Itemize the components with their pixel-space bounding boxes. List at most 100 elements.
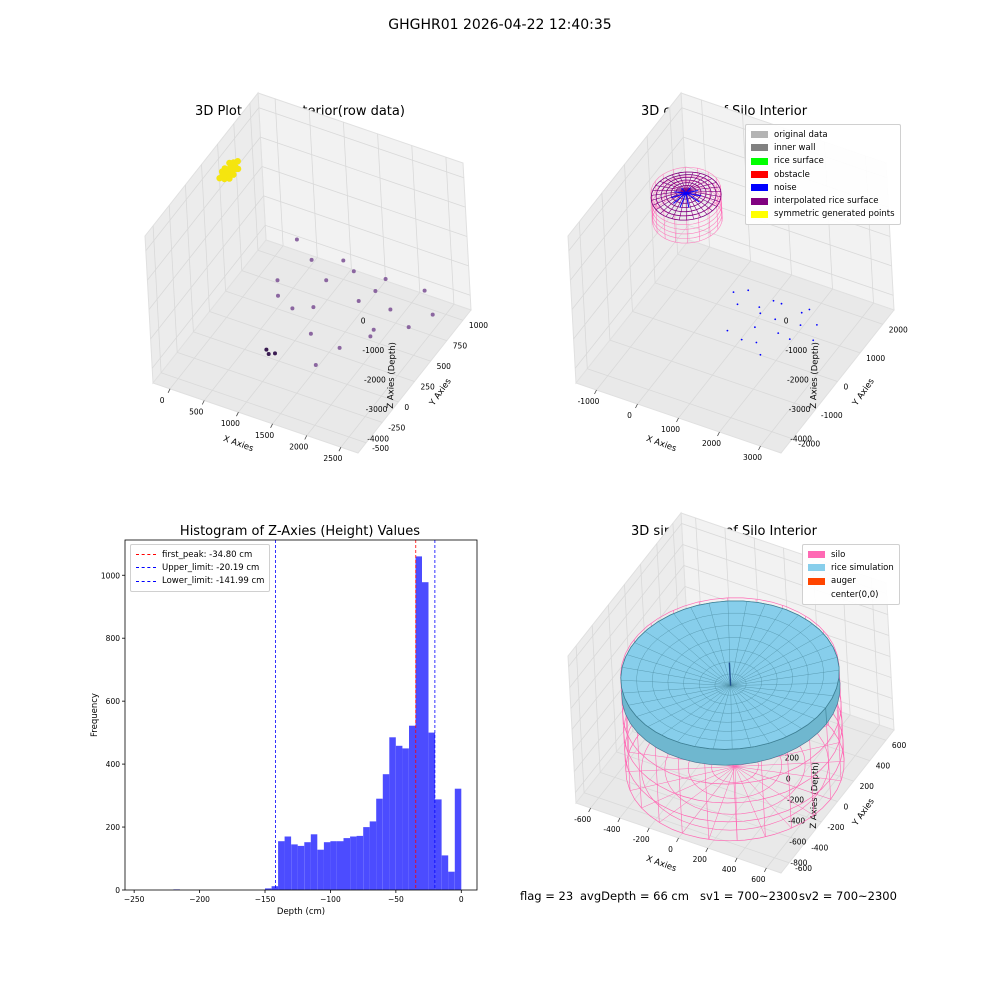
p2-x-tick: [758, 445, 761, 451]
p2-rice-surface: [685, 190, 717, 207]
p2-z-tick-label: -4000: [790, 434, 812, 443]
p1-point: [337, 345, 342, 350]
p1-y-grid: [241, 270, 447, 341]
p4-rice-mesh: [626, 654, 731, 686]
p1-point: [406, 325, 411, 330]
histogram-bar: [304, 842, 311, 890]
panel3-title: Histogram of Z-Axies (Height) Values: [179, 524, 421, 539]
p4-rice-mesh: [730, 685, 816, 720]
p2-noise-point: [774, 318, 777, 321]
p4-rice-mesh: [730, 633, 824, 686]
simulation-legend: silo rice simulation auger center(0,0): [802, 544, 900, 606]
histogram-bar: [363, 827, 370, 890]
p2-rice-surface: [651, 190, 686, 196]
p2-noise-point: [799, 324, 802, 326]
p4-silo-floor-spoke: [641, 766, 736, 809]
histogram-bar: [291, 844, 298, 890]
p4-silo-floor-spoke: [625, 766, 736, 772]
p2-y-grid: [609, 339, 816, 411]
p4-rice-mesh: [677, 685, 731, 743]
p2-noise-point: [740, 338, 743, 341]
histogram-bar: [343, 838, 350, 890]
p1-x-tick: [201, 400, 205, 405]
p1-point: [368, 334, 373, 339]
p1-point: [266, 352, 271, 356]
p1-point: [234, 165, 242, 173]
histogram-bar: [448, 871, 455, 890]
p2-y-grid: [654, 282, 861, 354]
p1-point: [373, 289, 378, 293]
histogram-bar: [435, 799, 442, 890]
p1-x-tick: [167, 388, 171, 394]
p1-z-tick-label: -2000: [364, 376, 386, 385]
p4-silo-floor-spoke: [734, 766, 814, 816]
p1-y-tick-label: 0: [404, 403, 409, 412]
p2-y-grid: [587, 368, 793, 440]
p1-point: [313, 363, 318, 367]
legend-entry: original data: [751, 128, 895, 141]
p4-rice-mesh: [730, 669, 840, 686]
classify-legend: original data inner wall rice surface obsta…: [745, 124, 901, 226]
p4-silo-floor-spoke: [682, 766, 736, 834]
p1-x-tick: [304, 435, 308, 440]
histogram-bar: [330, 841, 337, 890]
p4-rice-mesh: [628, 685, 731, 706]
p2-noise-point: [754, 326, 756, 329]
histogram-y-tick-label: 1000: [101, 571, 120, 580]
p1-point: [341, 258, 346, 263]
histogram-bar: [350, 836, 357, 890]
p2-noise-point: [732, 291, 735, 293]
p4-rice-mesh: [673, 613, 731, 686]
legend-swatch: [808, 577, 825, 585]
p2-noise-cluster: [679, 192, 687, 208]
p1-point: [388, 307, 393, 312]
p2-noise-cluster: [681, 187, 687, 194]
legend-label: silo: [831, 549, 846, 560]
p1-x-tick: [338, 446, 342, 452]
p1-point: [294, 237, 299, 242]
p4-rice-mesh: [730, 623, 813, 686]
histogram-bar: [271, 886, 279, 890]
p1-x-tick-label: 2000: [289, 443, 308, 452]
p1-y-grid: [257, 249, 464, 321]
legend-label: auger: [831, 576, 856, 587]
histogram-y-tick-label: 200: [106, 823, 121, 832]
footer-avg-depth: avgDepth = 66 cm: [580, 889, 689, 903]
p4-z-tick-label: -200: [787, 796, 804, 805]
p2-noise-point: [816, 324, 818, 326]
p2-noise-cluster: [671, 192, 687, 199]
legend-swatch: [751, 157, 768, 165]
p1-point: [264, 347, 269, 352]
histogram-bar: [428, 732, 436, 890]
p1-x-tick-label: 1500: [255, 431, 274, 440]
p4-silo-floor-spoke: [734, 766, 831, 800]
histogram-bar: [382, 774, 390, 890]
p4-x-tick-label: -400: [603, 825, 620, 834]
p1-point: [234, 158, 241, 165]
p4-silo-floor-spoke: [734, 761, 845, 767]
p2-rice-surface: [659, 181, 687, 191]
p2-x-tick-label: 0: [627, 411, 632, 420]
p2-rice-surface: [655, 190, 687, 210]
legend-entry: obstacle: [751, 168, 895, 181]
p1-y-grid: [225, 290, 431, 362]
legend-swatch: [751, 131, 768, 139]
p2-rice-surface: [685, 190, 695, 220]
histogram-x-tick-label: −100: [320, 895, 341, 904]
p2-z-grid: [574, 224, 894, 369]
legend-label: inner wall: [774, 142, 816, 153]
legend-entry: center(0,0): [808, 588, 894, 601]
p2-x-axis-label: X Axies: [645, 434, 678, 454]
p4-z-tick-label: 200: [785, 754, 800, 763]
histogram-x-tick-label: −200: [189, 895, 210, 904]
p2-y-grid: [677, 253, 883, 325]
p1-x-tick-label: 500: [189, 408, 204, 417]
p2-x-grid: [596, 99, 710, 391]
p2-z-tick-label: 0: [784, 317, 789, 326]
p2-noise-cluster: [685, 192, 700, 203]
histogram-bar: [317, 849, 324, 890]
figure-suptitle: GHGHR01 2026-04-22 12:40:35: [388, 17, 612, 33]
p2-z-tick-label: -3000: [789, 405, 811, 414]
p1-point: [422, 288, 427, 293]
p4-silo-floor-spoke: [630, 766, 736, 791]
